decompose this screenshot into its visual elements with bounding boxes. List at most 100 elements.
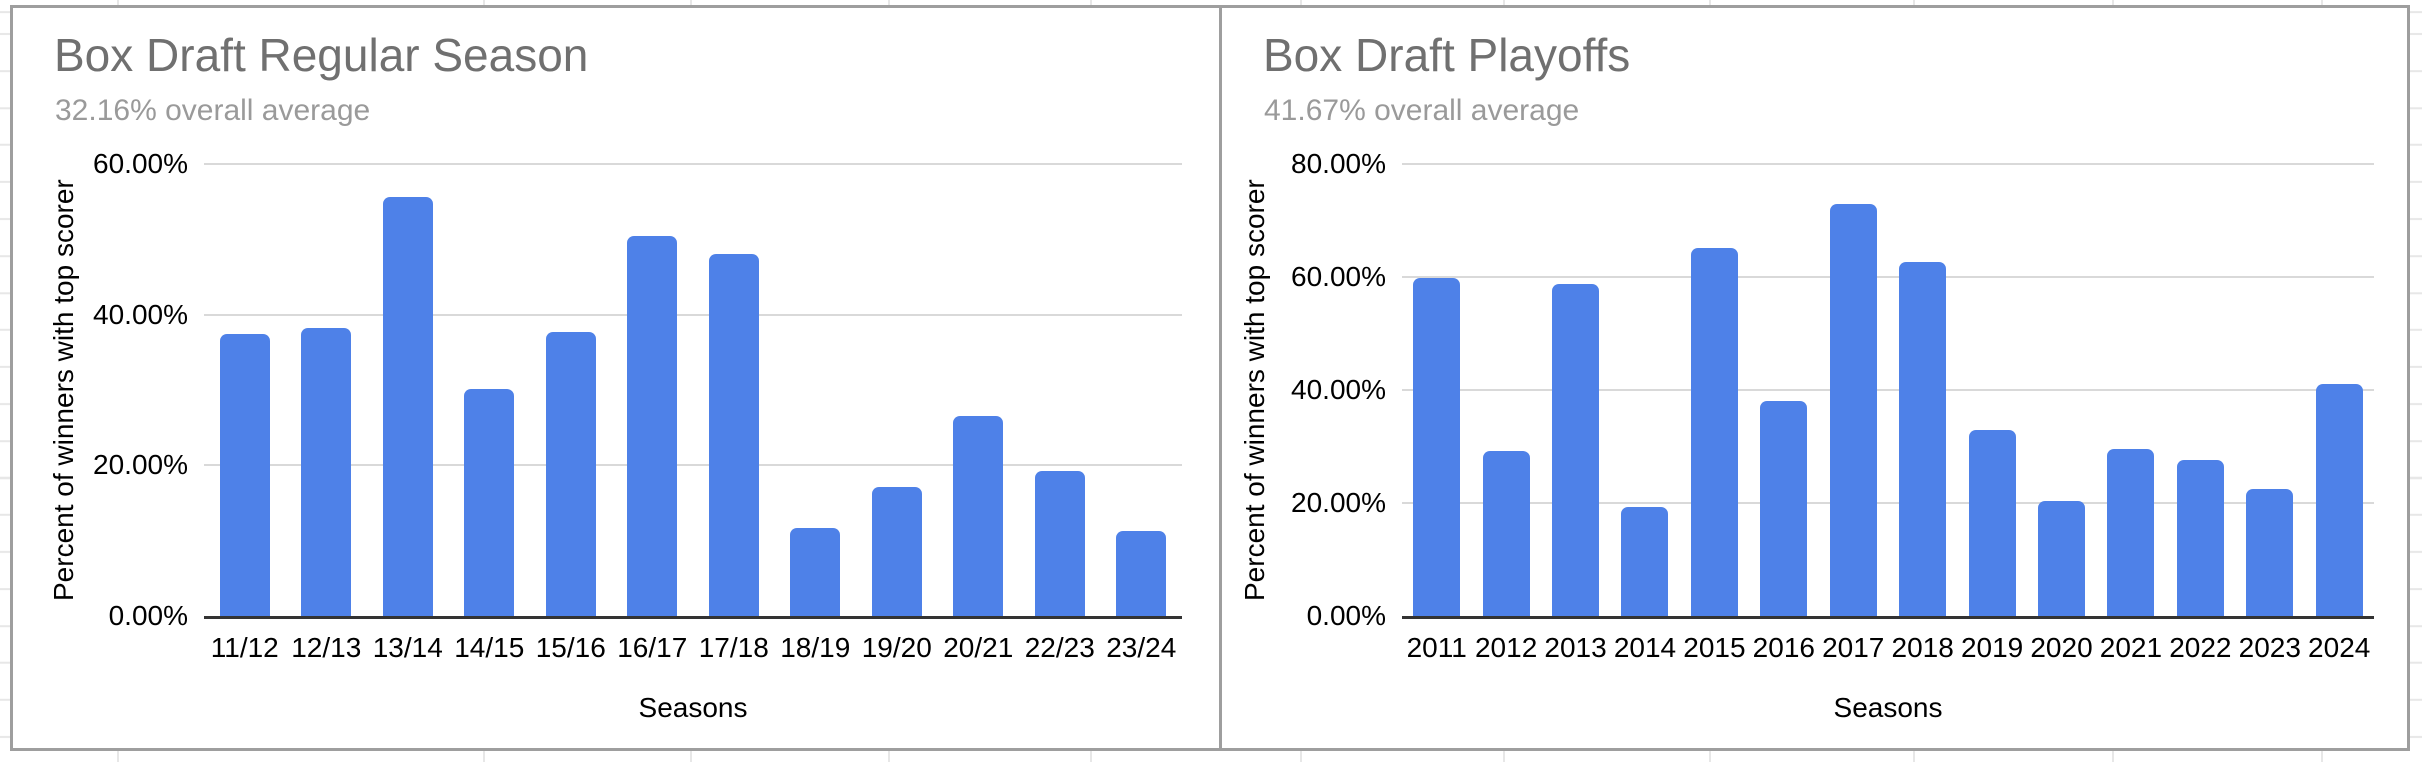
x-tick-label: 2020 (2030, 632, 2093, 663)
x-tick-label: 2011 (1406, 632, 1467, 663)
bar-2011[interactable] (1413, 278, 1461, 616)
bar-slot (2235, 164, 2304, 616)
bar-slot (449, 164, 531, 616)
chart-title: Box Draft Playoffs (1263, 29, 1631, 81)
y-tick-label: 80.00% (1291, 148, 1386, 179)
bar-2014[interactable] (1621, 506, 1669, 616)
bar-2017[interactable] (1829, 204, 1877, 616)
bar-slot (2304, 164, 2373, 616)
x-tick-label: 2024 (2308, 632, 2371, 663)
x-axis-title: Seasons (638, 692, 748, 723)
gridline (204, 313, 1182, 316)
bar-2018[interactable] (1899, 262, 1947, 616)
bar-2020[interactable] (2038, 500, 2085, 616)
bar-slot (2027, 164, 2096, 616)
bar-18/19[interactable] (790, 527, 841, 616)
bar-22/23[interactable] (1034, 470, 1085, 616)
bar-slot (612, 164, 694, 616)
x-tick-label: 18/19 (780, 632, 851, 663)
x-axis-ticks: 11/12 12/13 13/14 14/15 15/16 16/17 17/18 18/19… (204, 632, 1182, 664)
x-tick-label: 2017 (1822, 632, 1885, 663)
chart-card-regular-season[interactable]: Box Draft Regular Season 32.16% overall … (10, 5, 1222, 751)
gridline (204, 464, 1182, 467)
bar-slot (1402, 164, 1471, 616)
bar-2023[interactable] (2246, 489, 2294, 616)
bar-slot (1541, 164, 1610, 616)
y-axis-title: Percent of winners with top scorer (48, 179, 79, 601)
bar-series (204, 164, 1182, 616)
gridline (1402, 276, 2374, 278)
bar-16/17[interactable] (627, 235, 678, 616)
x-tick-label: 2015 (1683, 632, 1746, 663)
bar-slot (1471, 164, 1540, 616)
x-tick-label: 16/17 (617, 632, 688, 663)
bar-slot (693, 164, 775, 616)
x-tick-label: 2014 (1613, 632, 1677, 663)
bar-slot (204, 164, 286, 616)
y-tick-label: 40.00% (1291, 374, 1386, 405)
x-tick-label: 22/23 (1024, 632, 1095, 663)
y-tick-label: 20.00% (93, 449, 188, 481)
bar-11/12[interactable] (219, 334, 270, 616)
chart-card-playoffs[interactable]: Box Draft Playoffs 41.67% overall averag… (1219, 5, 2410, 751)
bar-slot (1957, 164, 2026, 616)
bar-20/21[interactable] (953, 416, 1004, 616)
bar-12/13[interactable] (301, 328, 352, 616)
bar-slot (1888, 164, 1957, 616)
x-tick-label: 11/12 (210, 632, 279, 663)
y-axis-title: Percent of winners with top scorer (1239, 179, 1270, 601)
y-tick-label: 60.00% (1291, 261, 1386, 292)
bar-2012[interactable] (1482, 451, 1530, 616)
bar-2015[interactable] (1690, 247, 1738, 616)
y-tick-label: 0.00% (1306, 600, 1386, 631)
bar-slot (2096, 164, 2165, 616)
bar-slot (367, 164, 449, 616)
bar-2024[interactable] (2315, 384, 2363, 616)
x-tick-label: 2013 (1544, 632, 1607, 663)
gridline (1402, 502, 2374, 504)
bar-series (1402, 164, 2374, 616)
bar-slot (1819, 164, 1888, 616)
chart-title: Box Draft Regular Season (54, 29, 589, 81)
gridline (204, 163, 1182, 165)
bar-23/24[interactable] (1116, 530, 1167, 616)
x-tick-label: 20/21 (943, 632, 1014, 663)
x-tick-label: 2012 (1474, 632, 1538, 663)
x-axis-ticks: 2011 2012 2013 2014 2015 2016 2017 2018 2019 2020… (1402, 632, 2374, 664)
y-tick-label: 20.00% (1291, 487, 1386, 518)
y-tick-label: 40.00% (93, 298, 188, 330)
x-tick-label: 17/18 (698, 632, 769, 663)
x-tick-label: 2021 (2099, 632, 2163, 663)
bar-slot (1680, 164, 1749, 616)
bar-15/16[interactable] (545, 332, 596, 616)
bar-slot (1610, 164, 1679, 616)
bar-2019[interactable] (1968, 429, 2016, 616)
bar-13/14[interactable] (382, 197, 433, 616)
x-tick-label: 13/14 (372, 632, 443, 663)
gridline (1402, 389, 2374, 391)
x-tick-label: 2022 (2169, 632, 2232, 663)
bar-slot (286, 164, 368, 616)
x-tick-label: 23/24 (1106, 632, 1177, 663)
bar-14/15[interactable] (464, 388, 515, 616)
plot-area: 0.00% 20.00% 40.00% 60.00% 80.00% 2011 2012 20… (1291, 148, 2374, 663)
chart-subtitle: 32.16% overall average (55, 94, 371, 127)
bar-2013[interactable] (1552, 284, 1600, 616)
x-tick-label: 15/16 (535, 632, 606, 663)
x-tick-label: 14/15 (454, 632, 525, 663)
gridline (1402, 163, 2374, 165)
bar-2016[interactable] (1760, 400, 1808, 616)
x-tick-label: 19/20 (861, 632, 932, 663)
y-tick-label: 0.00% (108, 600, 188, 631)
bar-19/20[interactable] (871, 487, 922, 616)
bar-slot (1749, 164, 1818, 616)
bar-17/18[interactable] (708, 253, 759, 616)
x-tick-label: 2023 (2238, 632, 2301, 663)
bar-2021[interactable] (2107, 449, 2155, 616)
bar-slot (530, 164, 612, 616)
bar-slot (1101, 164, 1183, 616)
bar-2022[interactable] (2176, 460, 2224, 616)
x-tick-label: 12/13 (291, 632, 362, 663)
x-tick-label: 2019 (1960, 632, 2024, 663)
